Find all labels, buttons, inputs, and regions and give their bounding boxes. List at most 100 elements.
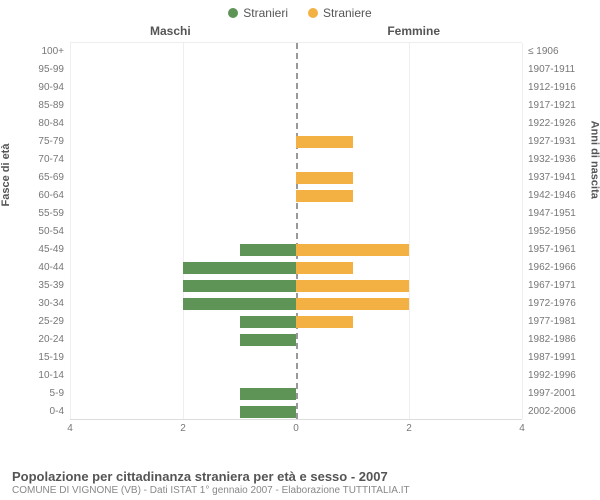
x-tick: 4 (519, 423, 525, 434)
chart-row: 75-791927-1931 (70, 133, 522, 151)
bar-male (183, 262, 296, 274)
birth-label: 1922-1926 (528, 118, 576, 129)
bar-female (296, 136, 353, 148)
legend-male: Stranieri (228, 6, 288, 20)
chart-row: 65-691937-1941 (70, 169, 522, 187)
male-swatch (228, 8, 238, 18)
chart-subtitle: COMUNE DI VIGNONE (VB) - Dati ISTAT 1° g… (12, 485, 588, 496)
birth-label: 1992-1996 (528, 370, 576, 381)
age-label: 85-89 (38, 100, 64, 111)
legend-female-label: Straniere (323, 6, 372, 20)
age-label: 55-59 (38, 208, 64, 219)
chart-row: 90-941912-1916 (70, 79, 522, 97)
age-label: 5-9 (50, 388, 64, 399)
birth-label: 1982-1986 (528, 334, 576, 345)
birth-label: 1937-1941 (528, 172, 576, 183)
age-label: 50-54 (38, 226, 64, 237)
chart-row: 95-991907-1911 (70, 61, 522, 79)
plot-area: 100+≤ 190695-991907-191190-941912-191685… (70, 42, 522, 420)
x-tick: 0 (293, 423, 299, 434)
chart-row: 30-341972-1976 (70, 295, 522, 313)
chart-row: 60-641942-1946 (70, 187, 522, 205)
chart-row: 40-441962-1966 (70, 259, 522, 277)
age-label: 60-64 (38, 190, 64, 201)
chart-row: 100+≤ 1906 (70, 43, 522, 61)
x-tick: 4 (67, 423, 73, 434)
chart-row: 10-141992-1996 (70, 367, 522, 385)
bar-male (240, 244, 297, 256)
chart-row: 35-391967-1971 (70, 277, 522, 295)
bar-female (296, 262, 353, 274)
birth-label: 1947-1951 (528, 208, 576, 219)
bar-male (183, 280, 296, 292)
chart-footer: Popolazione per cittadinanza straniera p… (12, 469, 588, 496)
header-male: Maschi (150, 24, 191, 38)
chart-row: 50-541952-1956 (70, 223, 522, 241)
birth-label: 1967-1971 (528, 280, 576, 291)
bar-female (296, 244, 409, 256)
birth-label: 1987-1991 (528, 352, 576, 363)
chart-row: 85-891917-1921 (70, 97, 522, 115)
chart-row: 70-741932-1936 (70, 151, 522, 169)
bar-male (240, 316, 297, 328)
birth-label: 1942-1946 (528, 190, 576, 201)
age-label: 75-79 (38, 136, 64, 147)
age-label: 80-84 (38, 118, 64, 129)
birth-label: 1957-1961 (528, 244, 576, 255)
bar-female (296, 172, 353, 184)
legend-female: Straniere (308, 6, 372, 20)
birth-label: 1952-1956 (528, 226, 576, 237)
age-label: 90-94 (38, 82, 64, 93)
birth-label: ≤ 1906 (528, 46, 559, 57)
age-label: 95-99 (38, 64, 64, 75)
bar-female (296, 316, 353, 328)
chart-row: 5-91997-2001 (70, 385, 522, 403)
birth-label: 1927-1931 (528, 136, 576, 147)
bar-female (296, 190, 353, 202)
chart-row: 15-191987-1991 (70, 349, 522, 367)
legend-male-label: Stranieri (243, 6, 288, 20)
age-label: 100+ (41, 46, 64, 57)
pyramid-chart: Maschi Femmine Fasce di età Anni di nasc… (0, 22, 600, 442)
age-label: 45-49 (38, 244, 64, 255)
axis-title-birth: Anni di nascita (588, 121, 600, 199)
age-label: 30-34 (38, 298, 64, 309)
birth-label: 1997-2001 (528, 388, 576, 399)
age-label: 10-14 (38, 370, 64, 381)
age-label: 65-69 (38, 172, 64, 183)
bar-male (240, 388, 297, 400)
birth-label: 1907-1911 (528, 64, 575, 75)
age-label: 25-29 (38, 316, 64, 327)
header-female: Femmine (387, 24, 440, 38)
bar-male (183, 298, 296, 310)
age-label: 0-4 (50, 406, 64, 417)
age-label: 35-39 (38, 280, 64, 291)
x-tick: 2 (180, 423, 186, 434)
age-label: 40-44 (38, 262, 64, 273)
birth-label: 1962-1966 (528, 262, 576, 273)
legend: Stranieri Straniere (0, 0, 600, 22)
birth-label: 2002-2006 (528, 406, 576, 417)
age-label: 70-74 (38, 154, 64, 165)
age-label: 20-24 (38, 334, 64, 345)
bar-female (296, 280, 409, 292)
female-swatch (308, 8, 318, 18)
gridline (522, 43, 523, 419)
birth-label: 1912-1916 (528, 82, 576, 93)
chart-row: 0-42002-2006 (70, 403, 522, 421)
chart-row: 80-841922-1926 (70, 115, 522, 133)
age-label: 15-19 (38, 352, 64, 363)
chart-row: 25-291977-1981 (70, 313, 522, 331)
birth-label: 1972-1976 (528, 298, 576, 309)
bar-female (296, 298, 409, 310)
x-tick: 2 (406, 423, 412, 434)
birth-label: 1977-1981 (528, 316, 576, 327)
axis-title-age: Fasce di età (0, 144, 12, 207)
chart-row: 45-491957-1961 (70, 241, 522, 259)
bar-male (240, 406, 297, 418)
birth-label: 1917-1921 (528, 100, 576, 111)
birth-label: 1932-1936 (528, 154, 576, 165)
chart-title: Popolazione per cittadinanza straniera p… (12, 469, 588, 484)
bar-male (240, 334, 297, 346)
chart-row: 20-241982-1986 (70, 331, 522, 349)
